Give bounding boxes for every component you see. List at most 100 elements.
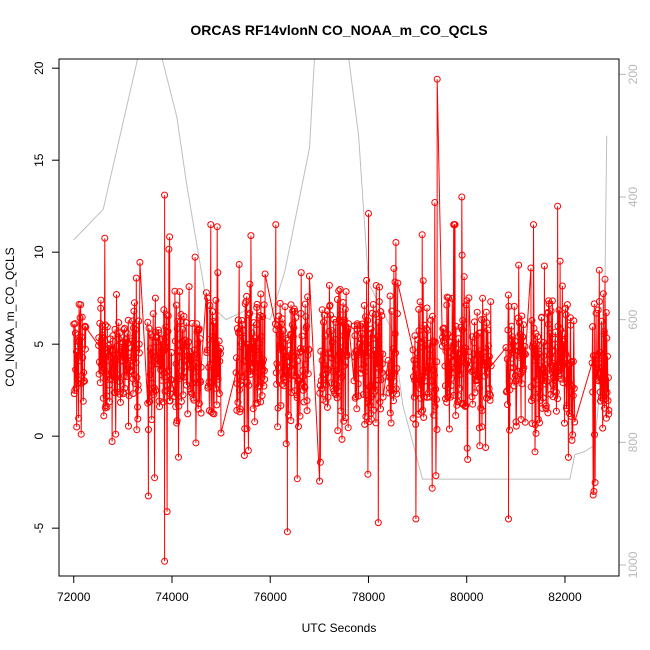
data-point (102, 402, 110, 410)
data-point (369, 335, 377, 342)
data-point (561, 330, 569, 338)
data-point (478, 407, 486, 414)
data-point (474, 373, 482, 381)
data-point (103, 323, 111, 331)
data-point (432, 385, 440, 393)
data-point (465, 294, 473, 302)
data-point (344, 327, 351, 335)
data-point (515, 353, 523, 361)
data-point (431, 371, 438, 379)
data-point (460, 273, 468, 281)
data-point (174, 317, 182, 325)
data-point (338, 372, 346, 380)
data-point (189, 379, 196, 387)
data-point (443, 301, 451, 309)
data-point (293, 391, 301, 399)
data-point (248, 362, 256, 370)
data-point (528, 317, 536, 324)
data-point (333, 381, 341, 389)
data-point (600, 396, 608, 404)
data-point (71, 320, 79, 328)
data-point (166, 397, 174, 405)
data-point (528, 420, 536, 427)
data-point (249, 405, 257, 413)
data-point (305, 272, 313, 280)
data-point (372, 282, 380, 289)
data-point (260, 356, 267, 364)
data-point (443, 398, 451, 406)
data-point (257, 290, 265, 298)
data-point (243, 378, 251, 386)
data-point (551, 335, 559, 343)
data-point (303, 322, 311, 330)
data-point (567, 412, 575, 420)
data-point (447, 382, 455, 390)
data-point (325, 366, 333, 374)
data-point (431, 338, 439, 346)
data-point (478, 316, 486, 324)
data-point (486, 396, 494, 404)
data-point (123, 329, 131, 337)
data-point (513, 372, 521, 380)
data-point (253, 399, 261, 407)
data-point (171, 392, 179, 400)
data-point (260, 367, 268, 375)
data-point (303, 407, 311, 415)
data-point (246, 280, 254, 288)
data-point (135, 349, 143, 357)
data-point (390, 377, 398, 385)
data-point (603, 334, 611, 342)
data-point (259, 313, 267, 321)
data-point (547, 351, 554, 359)
data-point (416, 298, 424, 306)
data-point (273, 322, 281, 330)
data-point (388, 385, 396, 393)
data-point (530, 221, 537, 229)
y2-tick-label: 800 (626, 432, 640, 452)
data-point (130, 307, 138, 315)
data-point (344, 325, 352, 333)
data-point (569, 392, 577, 400)
data-point (128, 335, 136, 343)
data-point (504, 401, 511, 408)
data-point (487, 298, 495, 306)
data-point (604, 352, 611, 360)
data-point (75, 414, 83, 422)
data-point (210, 318, 217, 325)
data-point (479, 348, 487, 356)
data-point (112, 430, 120, 438)
data-point (538, 313, 546, 321)
data-point (171, 337, 179, 345)
data-point (483, 319, 491, 327)
data-point (458, 326, 466, 334)
data-point (364, 470, 372, 478)
data-point (540, 352, 548, 360)
data-point (375, 298, 383, 306)
data-point (184, 410, 192, 418)
data-point (564, 453, 572, 461)
data-point (177, 398, 185, 405)
data-point (458, 193, 466, 201)
data-point (190, 396, 198, 404)
data-point (601, 275, 609, 283)
data-point (304, 370, 312, 378)
data-point (289, 333, 297, 341)
data-point (238, 316, 246, 324)
data-point (549, 380, 557, 388)
data-point (326, 301, 334, 309)
data-point (594, 369, 602, 377)
data-point (99, 394, 107, 402)
data-point (206, 360, 214, 368)
data-point (504, 326, 512, 334)
data-point (243, 425, 251, 433)
data-point (292, 314, 300, 322)
data-point (424, 326, 432, 334)
data-point (562, 350, 570, 358)
data-point (448, 295, 456, 302)
data-point (202, 289, 210, 297)
data-point (527, 264, 535, 272)
data-point (595, 266, 603, 274)
data-point (283, 336, 291, 344)
data-point (478, 423, 486, 431)
